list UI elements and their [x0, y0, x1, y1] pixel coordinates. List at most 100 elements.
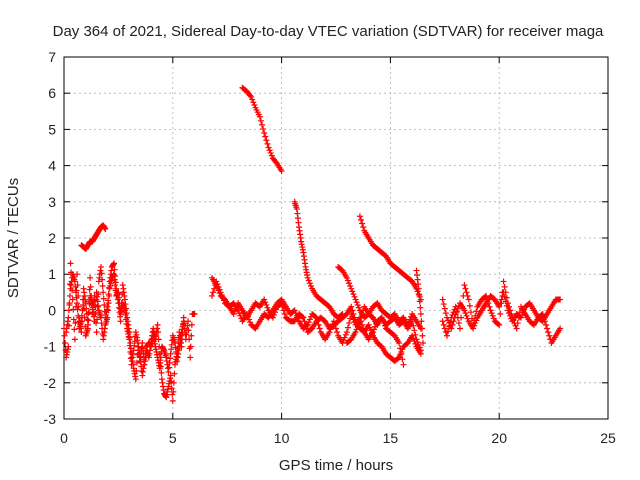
- data-point: [62, 339, 69, 346]
- data-point: [410, 322, 417, 329]
- data-point: [454, 305, 461, 312]
- data-point: [461, 307, 468, 314]
- data-point: [414, 288, 421, 295]
- data-point: [417, 311, 424, 318]
- data-point: [273, 159, 280, 166]
- data-point: [304, 321, 311, 328]
- data-point: [378, 314, 385, 321]
- data-points: [61, 84, 564, 404]
- data-point: [156, 365, 163, 372]
- data-point: [404, 321, 411, 328]
- data-point: [132, 376, 139, 383]
- data-point: [448, 325, 455, 332]
- data-point: [245, 316, 252, 323]
- data-point: [185, 327, 192, 334]
- data-point: [313, 314, 320, 321]
- data-point: [248, 93, 255, 100]
- data-point: [307, 282, 314, 289]
- data-point: [215, 287, 222, 294]
- data-point: [445, 317, 452, 324]
- data-point: [355, 304, 362, 311]
- data-point: [214, 284, 221, 291]
- data-point: [443, 332, 450, 339]
- data-point: [405, 319, 412, 326]
- data-point: [411, 327, 418, 334]
- data-point: [155, 336, 162, 343]
- data-point: [347, 282, 354, 289]
- data-point: [260, 125, 267, 132]
- data-point: [72, 289, 79, 296]
- data-point: [230, 311, 237, 318]
- data-point: [133, 359, 140, 366]
- data-point: [356, 318, 363, 325]
- data-point: [348, 311, 355, 318]
- data-point: [455, 320, 462, 327]
- data-point: [450, 318, 457, 325]
- data-point: [267, 149, 274, 156]
- data-point: [517, 314, 524, 321]
- data-point: [155, 329, 162, 336]
- data-point: [265, 144, 272, 151]
- data-point: [304, 274, 311, 281]
- data-point: [66, 292, 73, 299]
- data-point: [263, 301, 270, 308]
- data-point: [312, 313, 319, 320]
- data-point: [502, 298, 509, 305]
- data-point: [340, 337, 347, 344]
- data-point: [294, 315, 301, 322]
- data-point: [93, 329, 100, 336]
- data-point: [97, 314, 104, 321]
- data-point: [341, 334, 348, 341]
- data-point: [333, 325, 339, 332]
- data-point: [352, 329, 359, 336]
- data-point: [416, 298, 423, 305]
- data-point: [261, 130, 268, 137]
- data-point: [380, 320, 387, 327]
- data-point: [449, 321, 456, 328]
- data-point: [406, 316, 413, 323]
- data-point: [445, 328, 452, 335]
- data-point: [261, 296, 268, 303]
- data-point: [66, 300, 73, 307]
- data-point: [264, 304, 271, 311]
- data-point: [81, 305, 88, 312]
- data-point: [346, 280, 353, 287]
- data-point: [111, 260, 118, 267]
- data-point: [500, 289, 507, 296]
- data-point: [334, 329, 341, 336]
- grid: [64, 57, 608, 419]
- data-point: [353, 326, 360, 333]
- data-point: [521, 306, 528, 313]
- data-point: [65, 307, 72, 314]
- data-point: [101, 301, 108, 308]
- data-point: [359, 321, 366, 328]
- data-point: [498, 296, 505, 303]
- y-tick-label: 5: [48, 121, 56, 137]
- data-point: [472, 320, 479, 327]
- data-point: [72, 283, 79, 290]
- data-point: [462, 310, 469, 317]
- data-point: [348, 303, 355, 310]
- data-point: [71, 326, 78, 333]
- data-point: [71, 336, 78, 343]
- data-point: [78, 318, 85, 325]
- data-point: [71, 278, 78, 285]
- data-point: [327, 326, 334, 333]
- data-point: [397, 351, 404, 358]
- axis-ticks: -3 -2 -1 0 1 2 3 4 5 6 7 0 5 10 15 20 25: [44, 49, 616, 446]
- data-point: [328, 323, 335, 330]
- data-point: [315, 321, 322, 328]
- data-point: [396, 339, 403, 346]
- data-point: [65, 343, 72, 350]
- data-point: [235, 307, 242, 314]
- data-point: [501, 283, 508, 290]
- x-tick-label: 5: [169, 430, 177, 446]
- data-point: [157, 359, 164, 366]
- data-point: [171, 370, 178, 377]
- data-point: [350, 316, 357, 323]
- data-point: [263, 137, 270, 144]
- data-point: [395, 355, 402, 362]
- data-point: [379, 317, 386, 324]
- data-point: [211, 285, 218, 292]
